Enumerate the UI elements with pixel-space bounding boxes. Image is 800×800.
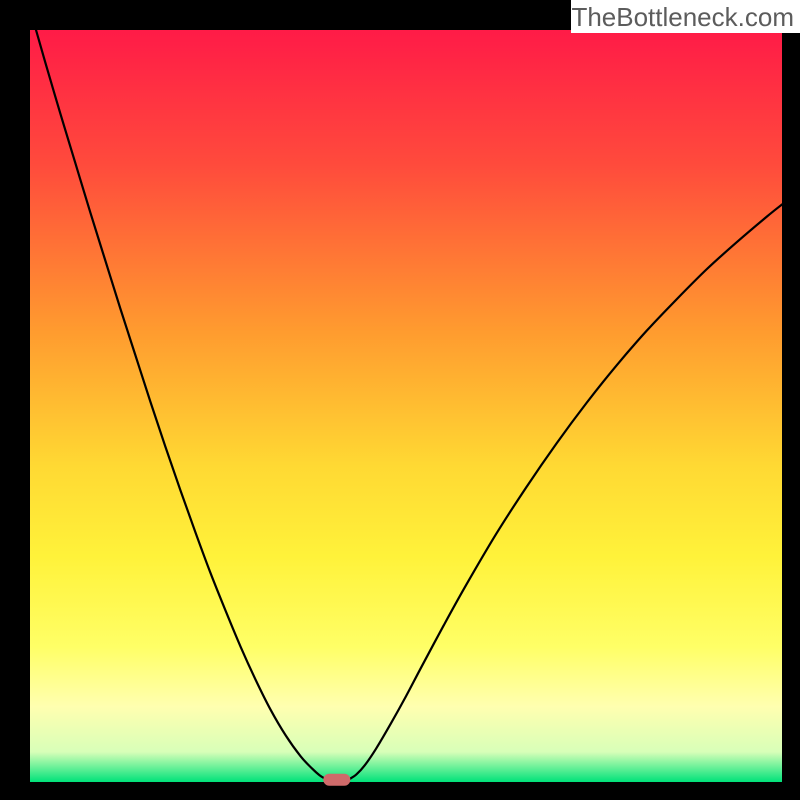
gradient-fill — [30, 30, 782, 782]
chart-container: TheBottleneck.com — [0, 0, 800, 800]
watermark-label: TheBottleneck.com — [571, 0, 800, 33]
